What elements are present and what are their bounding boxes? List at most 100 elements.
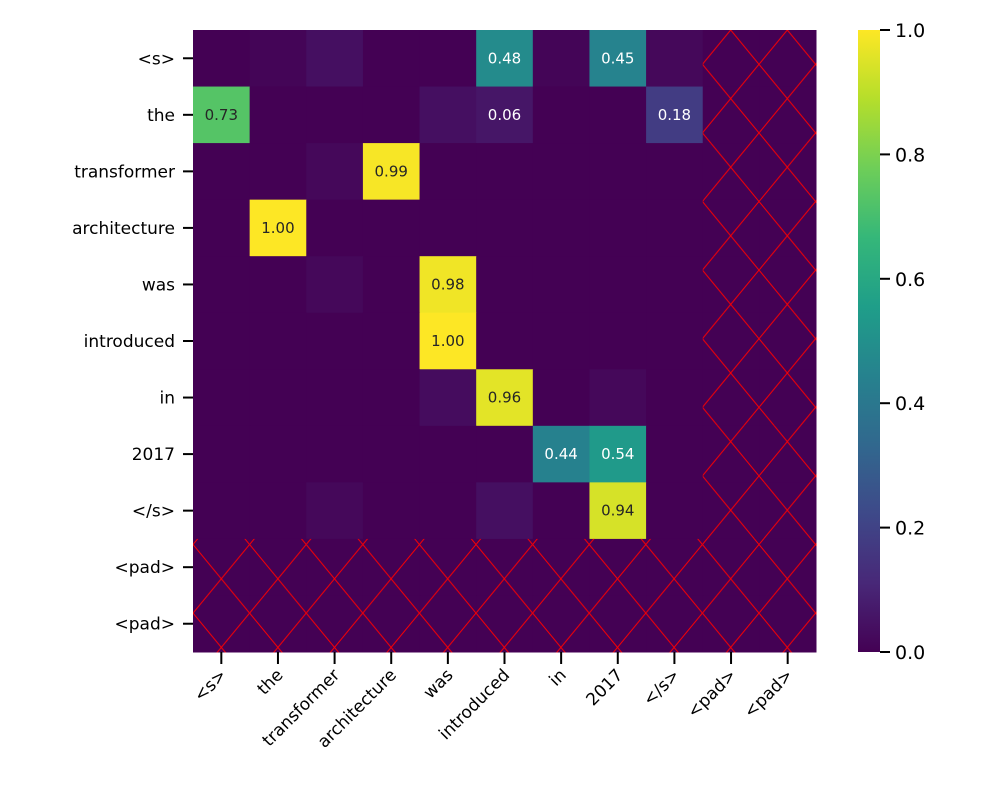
- heatmap-cell: [249, 425, 307, 483]
- heatmap-cell: [419, 369, 477, 427]
- heatmap-cell: [193, 482, 251, 540]
- cell-annotation: 0.98: [431, 275, 464, 293]
- x-tick-label: <pad>: [740, 665, 797, 722]
- masked-cell-hatch: [759, 482, 817, 540]
- heatmap-cell: [589, 425, 647, 483]
- masked-cell-hatch: [589, 538, 647, 596]
- heatmap-cell: [306, 482, 364, 540]
- heatmap-cell: [646, 143, 704, 201]
- cell-annotation: 0.48: [488, 49, 521, 67]
- y-tick-label: the: [147, 106, 175, 126]
- y-tick-label: <pad>: [115, 558, 176, 578]
- y-tick-label: </s>: [132, 502, 175, 522]
- y-tick-label: <s>: [138, 49, 175, 69]
- heatmap-cell: [589, 482, 647, 540]
- y-tick-label: <pad>: [115, 615, 176, 635]
- heatmap-cell: [419, 143, 477, 201]
- heatmap-cell: [532, 143, 590, 201]
- heatmap-cell: [419, 482, 477, 540]
- cell-annotation: 0.73: [205, 106, 238, 124]
- heatmap-cell: [532, 369, 590, 427]
- masked-cell-hatch: [759, 369, 817, 427]
- heatmap-cell: [532, 482, 590, 540]
- masked-cell-hatch: [306, 538, 364, 596]
- heatmap-cell: [362, 482, 421, 540]
- masked-cell-hatch: [306, 595, 364, 653]
- masked-cell-hatch: [362, 595, 421, 653]
- heatmap-cell: [589, 30, 647, 88]
- heatmap-cell: [589, 369, 647, 427]
- masked-cell-hatch: [193, 595, 251, 653]
- heatmap-cell: [193, 312, 251, 370]
- heatmap-cell: [419, 312, 477, 370]
- heatmap-cell: [476, 369, 534, 427]
- masked-cell-hatch: [702, 369, 760, 427]
- heatmap-cell: [419, 256, 477, 314]
- heatmap-cell: [646, 482, 704, 540]
- heatmap-cell: [362, 256, 421, 314]
- heatmap-cell: [646, 369, 704, 427]
- masked-cell-hatch: [702, 30, 760, 88]
- masked-cell-hatch: [476, 595, 534, 653]
- heatmap-cell: [476, 199, 534, 257]
- heatmap-cell: [306, 30, 364, 88]
- x-tick-label: in: [546, 665, 571, 690]
- masked-cell-hatch: [476, 538, 534, 596]
- masked-cell-hatch: [249, 595, 307, 653]
- masked-cell-hatch: [419, 595, 477, 653]
- heatmap-cell: [589, 86, 647, 144]
- x-tick-label: <s>: [190, 665, 231, 706]
- heatmap-cell: [362, 312, 421, 370]
- heatmap-cell: [362, 369, 421, 427]
- heatmap-cell: [249, 30, 307, 88]
- cell-annotation: 0.96: [488, 389, 521, 407]
- masked-cell-hatch: [702, 199, 760, 257]
- colorbar-tick-label: 0.0: [895, 642, 925, 664]
- heatmap-cell: [193, 143, 251, 201]
- heatmap-cell: [646, 199, 704, 257]
- y-axis: <s> the transformer architecture was introduc…: [72, 49, 193, 635]
- x-tick-label: 2017: [583, 665, 628, 710]
- cell-annotation: 1.00: [261, 219, 294, 237]
- masked-cell-hatch: [532, 538, 590, 596]
- masked-cell-hatch: [759, 312, 817, 370]
- masked-cell-hatch: [759, 256, 817, 314]
- heatmap-cell: [193, 86, 251, 144]
- heatmap-cell: [306, 425, 364, 483]
- heatmap-cell: [532, 256, 590, 314]
- masked-cell-hatch: [759, 86, 817, 144]
- heatmap-cell: [419, 86, 477, 144]
- heatmap-cell: [249, 256, 307, 314]
- x-tick-label: was: [420, 665, 458, 703]
- heatmap-cell: [589, 143, 647, 201]
- heatmap-cell: [306, 86, 364, 144]
- heatmap-cell: [589, 199, 647, 257]
- heatmap-cell: [476, 30, 534, 88]
- heatmap-cell: [419, 425, 477, 483]
- masked-cell-hatch: [759, 143, 817, 201]
- heatmap-cell: [362, 425, 421, 483]
- masked-cell-hatch: [193, 538, 251, 596]
- heatmap-cell: [193, 369, 251, 427]
- y-tick-label: architecture: [72, 219, 175, 239]
- colorbar-tick-label: 0.6: [895, 269, 925, 291]
- masked-cell-hatch: [702, 482, 760, 540]
- heatmap-cell: [646, 256, 704, 314]
- x-tick-label: </s>: [639, 665, 684, 710]
- masked-cell-hatch: [702, 256, 760, 314]
- masked-cell-hatch: [702, 143, 760, 201]
- masked-cell-hatch: [702, 86, 760, 144]
- colorbar-tick-label: 0.2: [895, 518, 925, 540]
- masked-cell-hatch: [419, 538, 477, 596]
- heatmap-cell: [589, 256, 647, 314]
- heatmap-cell: [306, 143, 364, 201]
- cell-annotation: 0.44: [544, 445, 577, 463]
- masked-cell-hatch: [362, 538, 421, 596]
- y-tick-label: introduced: [84, 332, 175, 352]
- cell-annotation: 0.94: [601, 502, 634, 520]
- masked-cell-hatch: [759, 538, 817, 596]
- heatmap-cell: [362, 30, 421, 88]
- heatmap-cell: [306, 369, 364, 427]
- cell-annotation: 0.54: [601, 445, 634, 463]
